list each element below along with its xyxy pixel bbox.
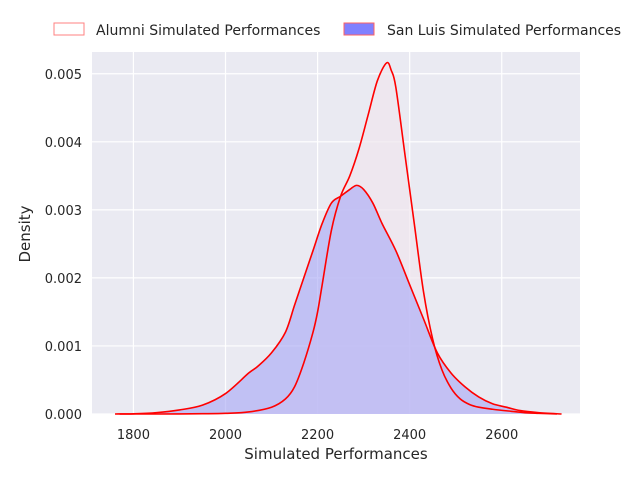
legend: Alumni Simulated Performances San Luis S… xyxy=(53,22,621,39)
y-tick-label: 0.003 xyxy=(45,204,82,219)
tick-labels: 1800 2000 2200 2400 2600 0.000 0.001 0.002 0.003… xyxy=(45,68,519,443)
y-axis-title: Density xyxy=(16,205,34,262)
legend-swatch-san-luis xyxy=(343,22,375,36)
y-tick-label: 0.000 xyxy=(45,408,82,423)
y-tick-label: 0.005 xyxy=(45,68,82,83)
x-axis-title: Simulated Performances xyxy=(244,445,428,463)
grid-lines xyxy=(92,52,580,415)
density-fill-san-luis xyxy=(115,185,562,414)
legend-swatch-alumni xyxy=(53,22,85,36)
y-tick-label: 0.001 xyxy=(45,340,82,355)
x-tick-label: 1800 xyxy=(117,428,150,443)
density-line-san-luis xyxy=(115,184,562,415)
legend-label-san-luis: San Luis Simulated Performances xyxy=(387,23,621,39)
x-tick-label: 2400 xyxy=(393,428,426,443)
x-tick-label: 2200 xyxy=(301,428,334,443)
x-tick-label: 2600 xyxy=(485,428,518,443)
density-areas xyxy=(115,61,562,415)
x-tick-label: 2000 xyxy=(209,428,242,443)
density-line-alumni xyxy=(119,61,558,415)
y-tick-label: 0.004 xyxy=(45,136,82,151)
legend-label-alumni: Alumni Simulated Performances xyxy=(96,23,320,39)
y-tick-label: 0.002 xyxy=(45,272,82,287)
